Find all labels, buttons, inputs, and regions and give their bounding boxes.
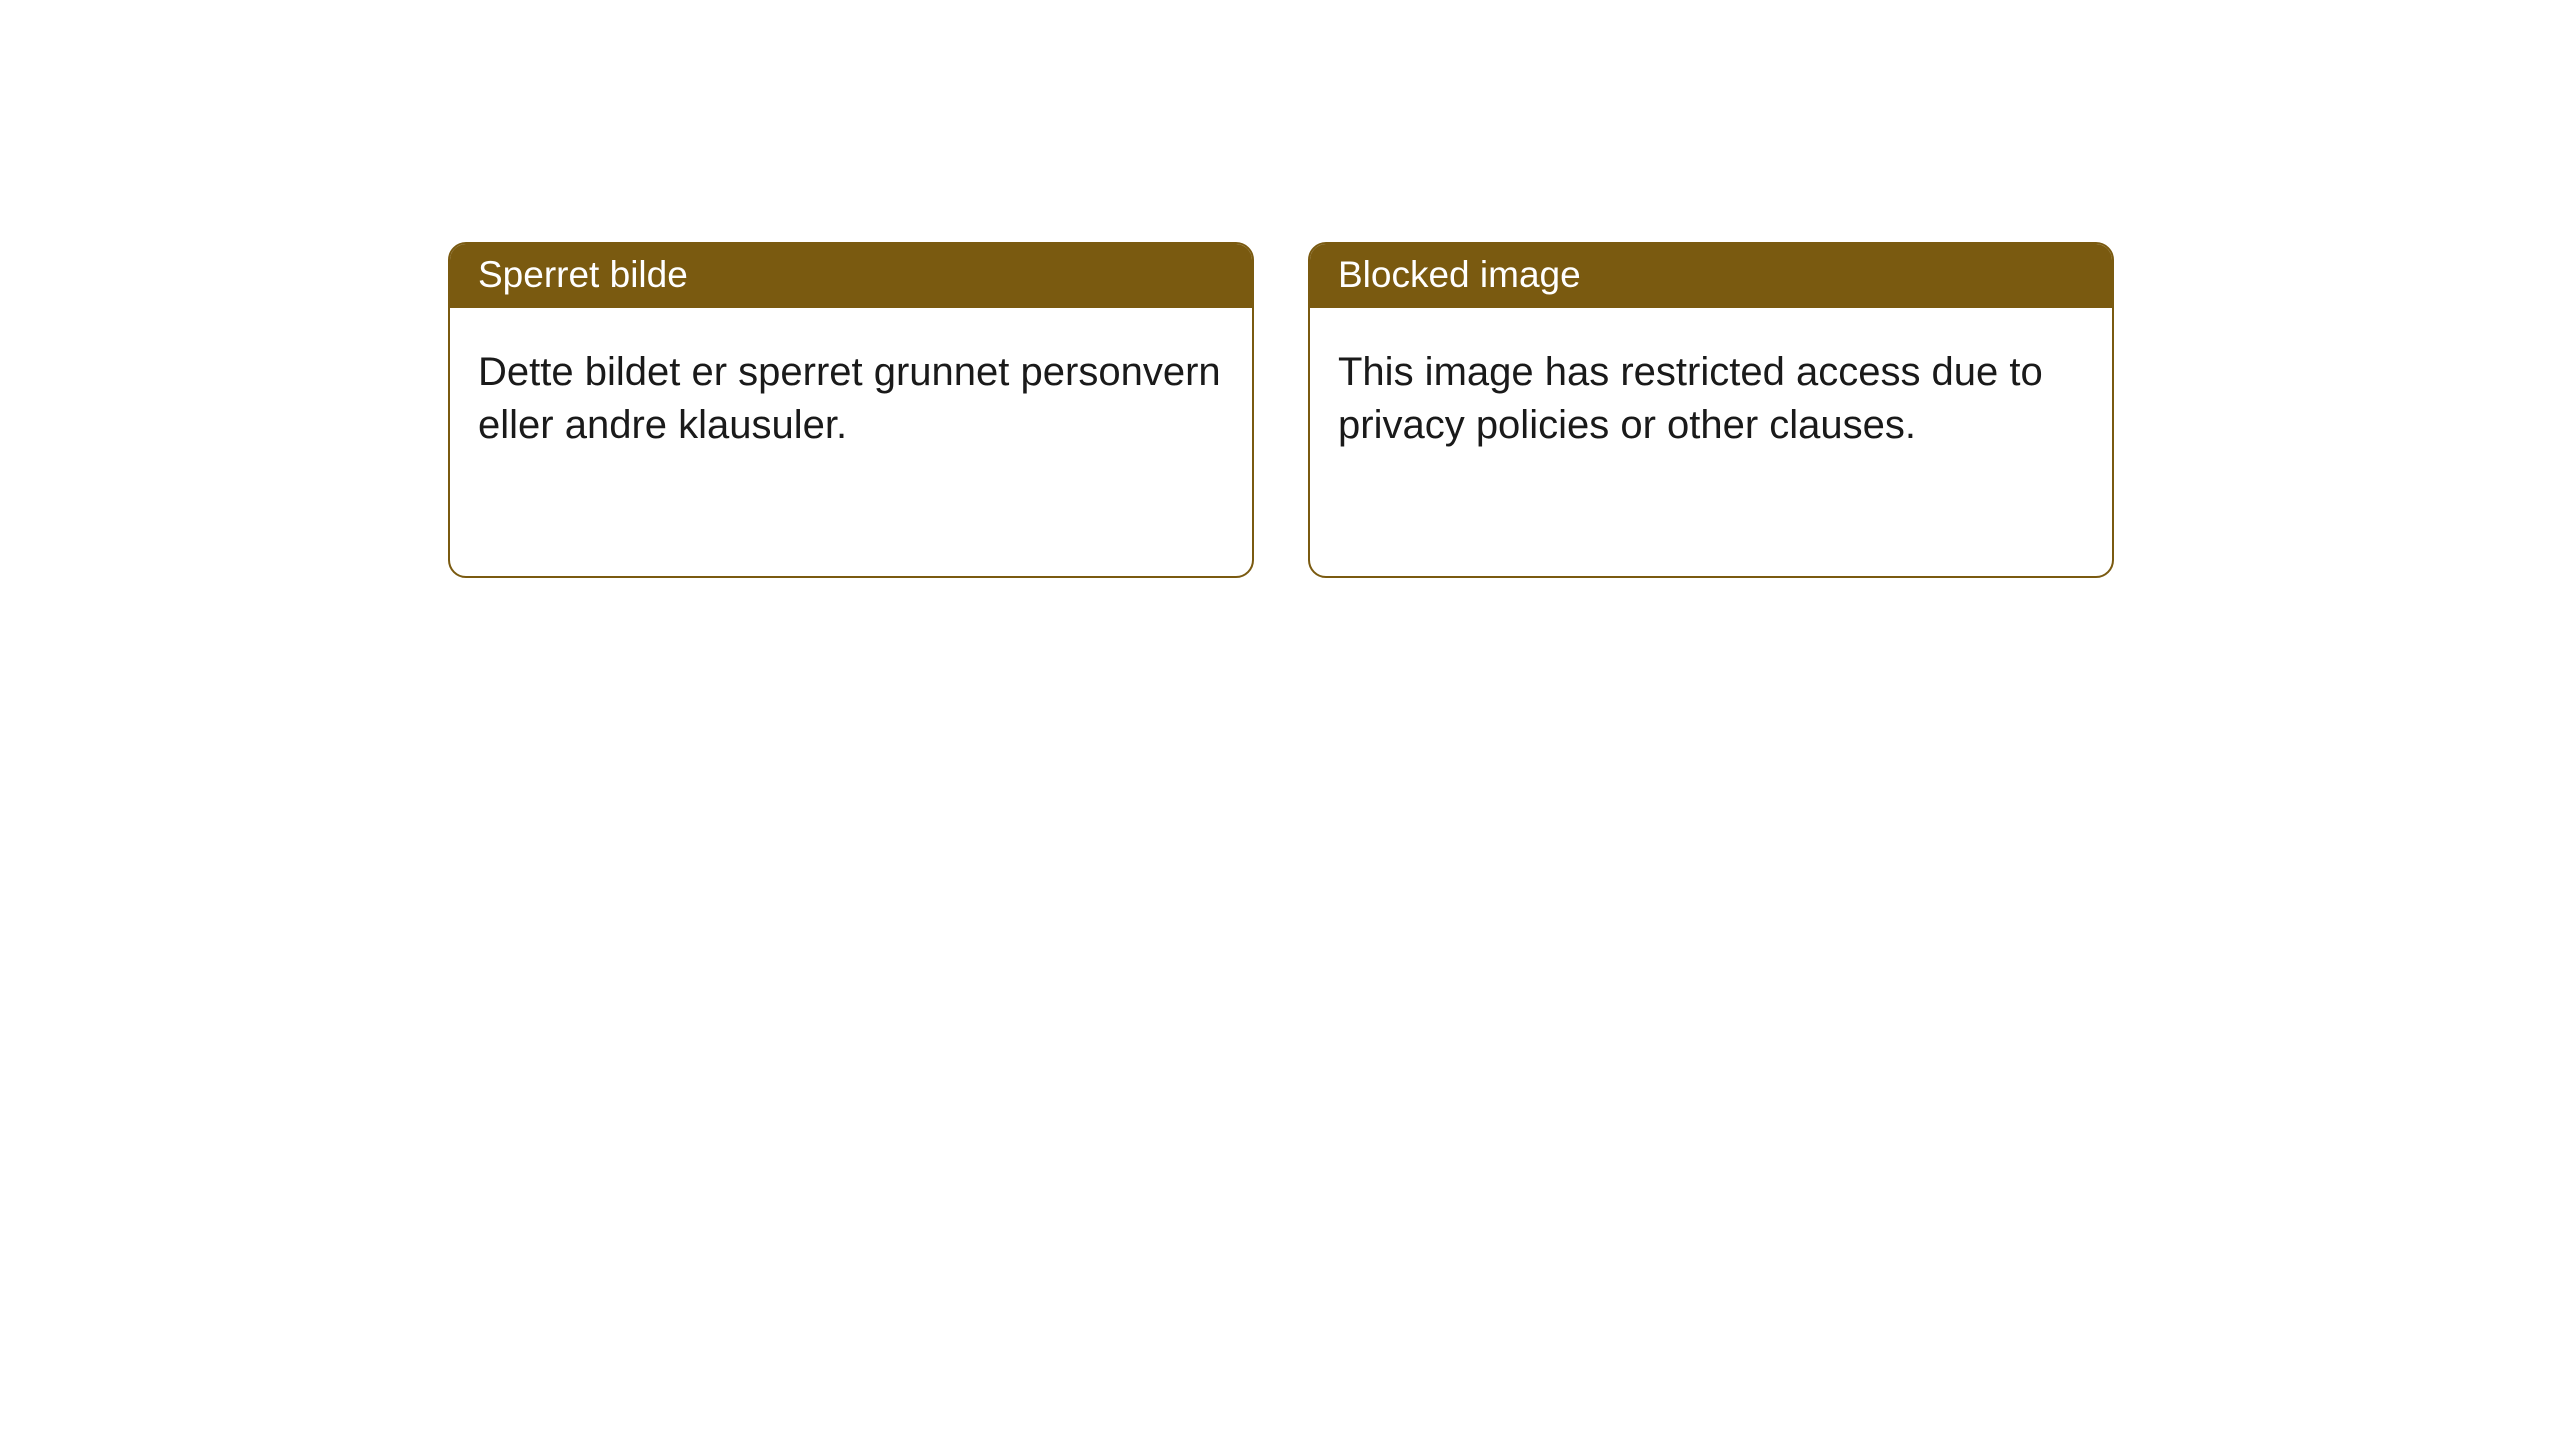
- card-body: Dette bildet er sperret grunnet personve…: [450, 308, 1252, 480]
- card-title: Sperret bilde: [478, 254, 688, 295]
- card-header: Blocked image: [1310, 244, 2112, 308]
- card-body-text: Dette bildet er sperret grunnet personve…: [478, 350, 1221, 447]
- card-title: Blocked image: [1338, 254, 1581, 295]
- card-body-text: This image has restricted access due to …: [1338, 350, 2043, 447]
- blocked-card-english: Blocked image This image has restricted …: [1308, 242, 2114, 578]
- blocked-card-norwegian: Sperret bilde Dette bildet er sperret gr…: [448, 242, 1254, 578]
- card-body: This image has restricted access due to …: [1310, 308, 2112, 480]
- blocked-notice-container: Sperret bilde Dette bildet er sperret gr…: [0, 0, 2560, 578]
- card-header: Sperret bilde: [450, 244, 1252, 308]
